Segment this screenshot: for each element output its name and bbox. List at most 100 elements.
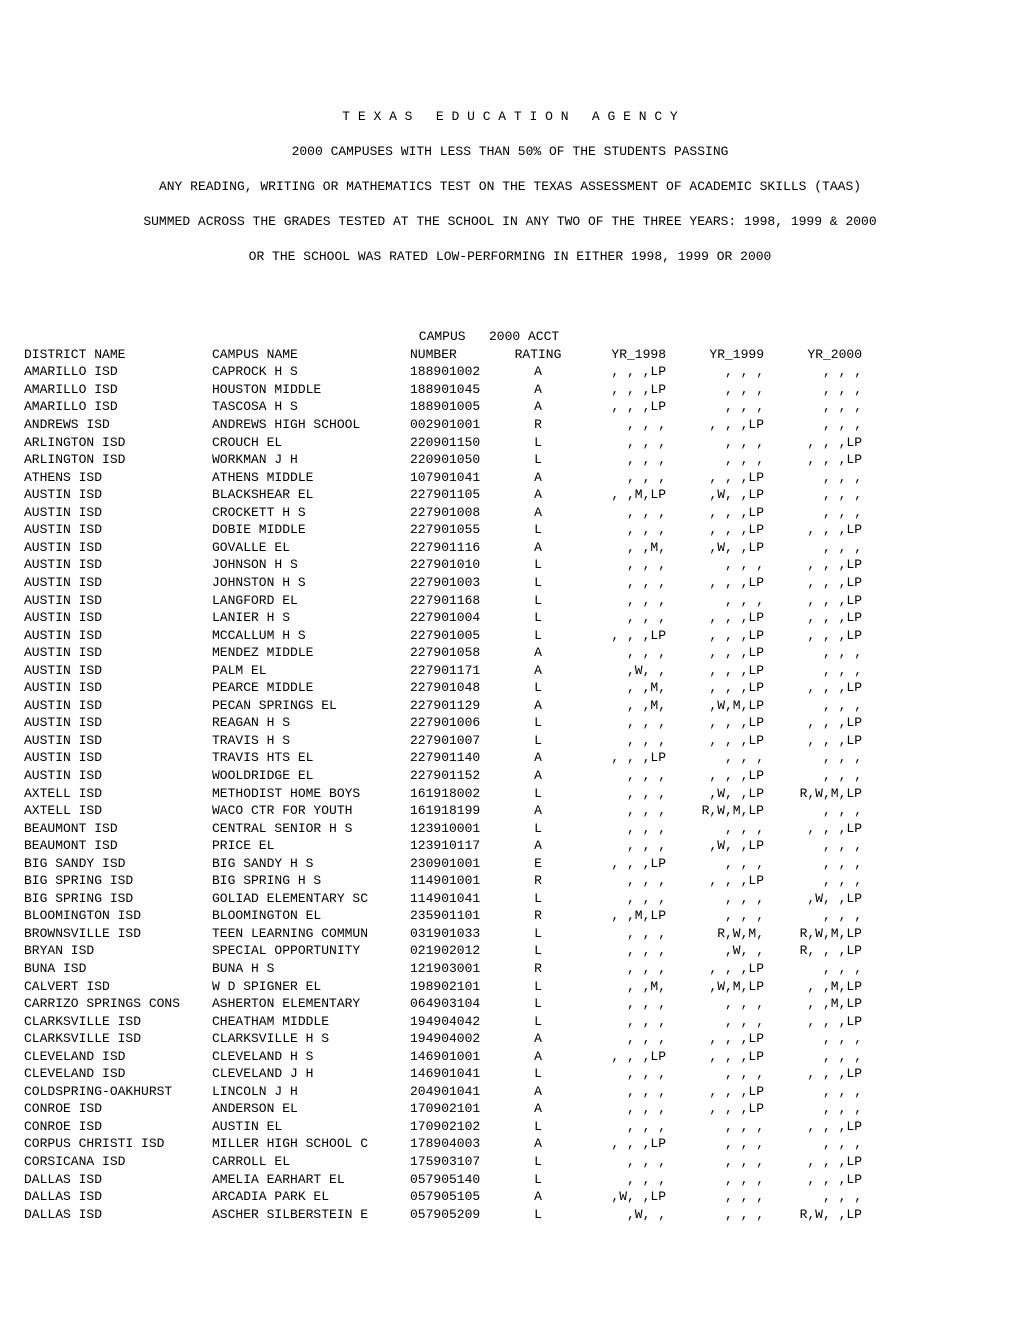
table-cell: , , ,LP [670,1048,768,1066]
table-cell: , , , [768,1135,866,1153]
table-cell: A [504,1083,572,1101]
table-cell: , , ,LP [768,451,866,469]
table-cell: 064903104 [406,995,504,1013]
table-cell: , , , [768,1030,866,1048]
table-body: AMARILLO ISDCAPROCK H S188901002A, , ,LP… [20,363,866,1223]
table-cell: 230901001 [406,855,504,873]
table-cell: , , , [572,872,670,890]
table-cell: , , ,LP [670,1083,768,1101]
table-cell: CLARKSVILLE ISD [20,1030,208,1048]
table-cell: BUNA ISD [20,960,208,978]
table-cell: , , , [670,995,768,1013]
table-cell: , , , [572,732,670,750]
header-line3: ANY READING, WRITING OR MATHEMATICS TEST… [20,178,1000,196]
table-cell: AXTELL ISD [20,802,208,820]
table-cell: CROUCH EL [208,434,406,452]
table-cell: ,W, , [572,662,670,680]
table-cell: AUSTIN ISD [20,556,208,574]
table-cell: , , ,LP [768,1013,866,1031]
table-cell: , , , [768,1083,866,1101]
table-cell: A [504,837,572,855]
table-cell: AUSTIN ISD [20,521,208,539]
table-cell: , , , [670,381,768,399]
table-cell: R,W,M,LP [670,802,768,820]
table-cell: 123910001 [406,820,504,838]
table-cell: , , , [768,855,866,873]
table-cell: L [504,679,572,697]
table-cell: R,W,M, [670,925,768,943]
table-row: AUSTIN ISDREAGAN H S227901006L, , ,, , ,… [20,714,866,732]
table-row: BEAUMONT ISDPRICE EL123910117A, , ,,W, ,… [20,837,866,855]
table-cell: ATHENS MIDDLE [208,469,406,487]
table-row: AUSTIN ISDMENDEZ MIDDLE227901058A, , ,, … [20,644,866,662]
table-cell: , , , [670,820,768,838]
table-cell: , , ,LP [670,960,768,978]
table-cell: , , ,LP [572,749,670,767]
table-cell: 227901005 [406,627,504,645]
table-cell: , , ,LP [768,574,866,592]
table-cell: AXTELL ISD [20,785,208,803]
table-cell: L [504,1171,572,1189]
table-cell: ,W,M,LP [670,978,768,996]
table-cell: , , , [670,363,768,381]
table-cell: , , , [768,644,866,662]
table-cell: 188901002 [406,363,504,381]
table-row: DALLAS ISDARCADIA PARK EL057905105A,W, ,… [20,1188,866,1206]
table-cell: , , , [572,1100,670,1118]
table-cell: ARCADIA PARK EL [208,1188,406,1206]
table-cell: , , ,LP [768,679,866,697]
table-cell: 220901150 [406,434,504,452]
table-cell: TRAVIS H S [208,732,406,750]
table-cell: BIG SANDY H S [208,855,406,873]
table-cell: , , , [572,416,670,434]
table-cell: L [504,521,572,539]
table-cell: , , , [572,451,670,469]
table-cell: LANIER H S [208,609,406,627]
table-cell: , , , [572,1065,670,1083]
table-cell: 227901010 [406,556,504,574]
table-row: BROWNSVILLE ISDTEEN LEARNING COMMUN03190… [20,925,866,943]
table-cell: , , , [670,1171,768,1189]
table-cell: 227901105 [406,486,504,504]
table-cell: 178904003 [406,1135,504,1153]
table-cell: , , , [670,398,768,416]
table-cell: PRICE EL [208,837,406,855]
table-cell: ,W, ,LP [670,539,768,557]
table-row: BIG SANDY ISDBIG SANDY H S230901001E, , … [20,855,866,873]
table-cell: CLARKSVILLE H S [208,1030,406,1048]
table-cell: , , ,LP [670,1030,768,1048]
table-cell: L [504,785,572,803]
table-cell: , , ,LP [670,627,768,645]
table-cell: CENTRAL SENIOR H S [208,820,406,838]
table-cell: , , , [768,907,866,925]
table-cell: , , , [572,1083,670,1101]
table-cell: 227901048 [406,679,504,697]
table-cell: , , ,LP [768,521,866,539]
table-cell: , , ,LP [670,767,768,785]
table-cell: , , , [572,820,670,838]
table-cell: ATHENS ISD [20,469,208,487]
table-cell: L [504,732,572,750]
table-cell: CORSICANA ISD [20,1153,208,1171]
table-cell: L [504,890,572,908]
table-cell: , , ,LP [670,521,768,539]
table-cell: , , , [768,398,866,416]
table-cell: , , , [572,556,670,574]
table-cell: 227901152 [406,767,504,785]
table-cell: 227901003 [406,574,504,592]
table-cell: BIG SANDY ISD [20,855,208,873]
header-subtitle: 2000 CAMPUSES WITH LESS THAN 50% OF THE … [20,143,1000,161]
table-cell: L [504,627,572,645]
table-cell: , , ,LP [670,644,768,662]
table-cell: , , ,LP [768,820,866,838]
table-cell: , , , [670,1135,768,1153]
table-cell: , , ,LP [768,592,866,610]
table-cell: , , , [670,434,768,452]
col-header-rating: RATING [504,346,572,364]
table-cell: 107901041 [406,469,504,487]
table-cell: A [504,1100,572,1118]
table-cell: , , , [768,363,866,381]
table-cell: CARROLL EL [208,1153,406,1171]
table-cell: BIG SPRING ISD [20,890,208,908]
table-cell: 227901006 [406,714,504,732]
